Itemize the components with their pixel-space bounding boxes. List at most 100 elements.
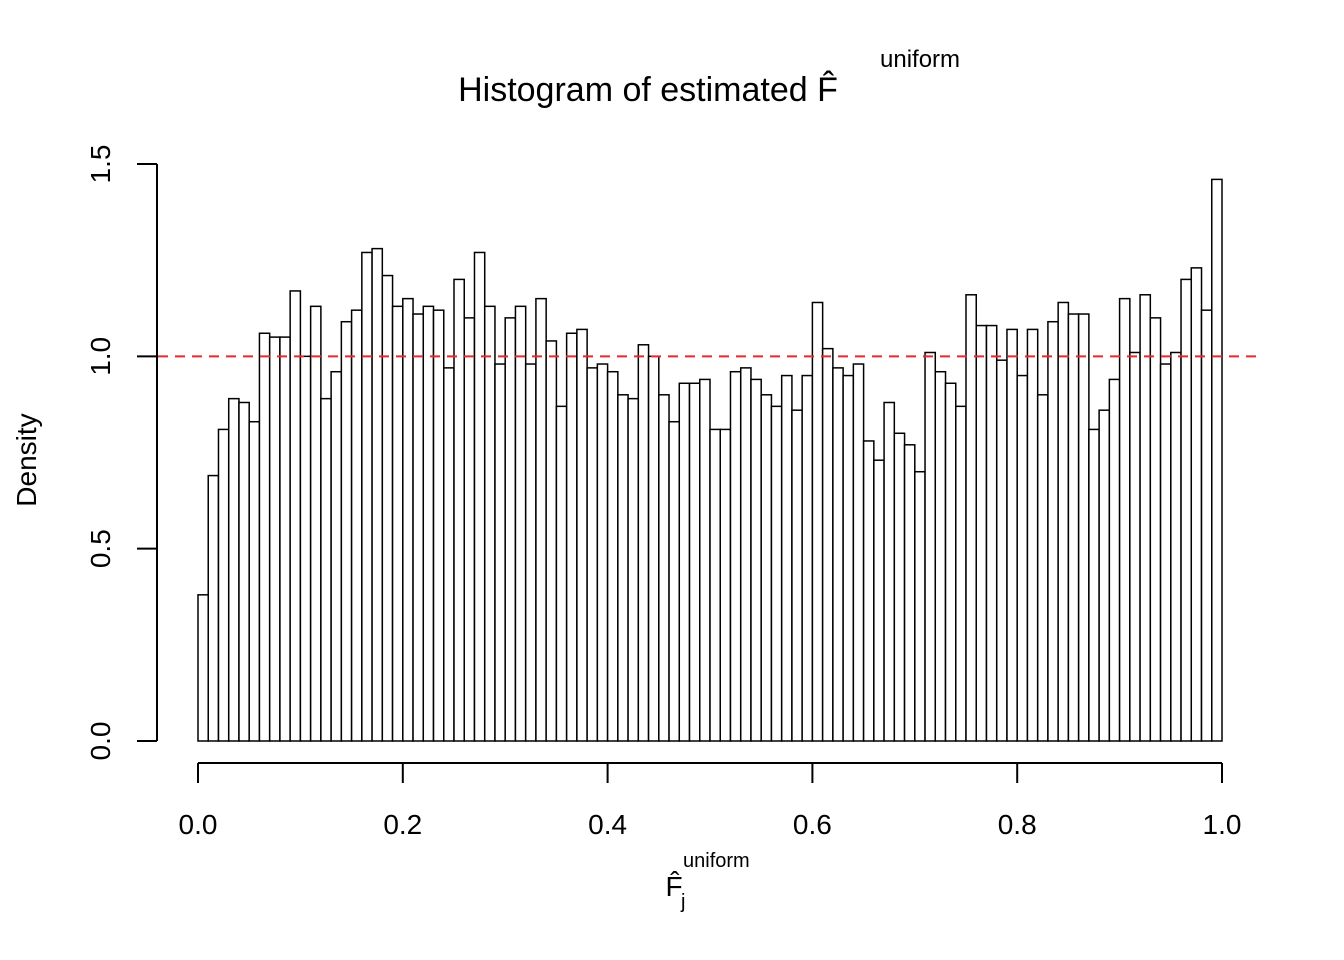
histogram-bar	[1139, 294, 1152, 742]
histogram-bar	[453, 278, 465, 742]
histogram-bar	[473, 251, 486, 742]
histogram-bar	[688, 382, 701, 742]
histogram-bar	[903, 444, 916, 742]
histogram-bar	[914, 470, 926, 742]
x-tick-label: 1.0	[1203, 809, 1242, 840]
histogram-bar	[985, 324, 998, 742]
x-tick-label: 0.8	[998, 809, 1037, 840]
histogram-bar	[279, 336, 291, 742]
histogram-bar	[883, 401, 896, 742]
histogram-bar	[719, 428, 732, 742]
histogram-bar	[524, 363, 537, 742]
x-tick-label: 0.2	[383, 809, 422, 840]
histogram-bar	[1200, 309, 1213, 742]
histogram-bar	[443, 367, 455, 742]
histogram-bar	[555, 405, 568, 742]
histogram-bar	[801, 374, 814, 742]
histogram-bar	[852, 363, 865, 742]
histogram-bar	[832, 367, 844, 742]
histogram-bar	[248, 420, 261, 742]
histogram-bar	[289, 290, 302, 742]
histogram-bar	[1016, 374, 1029, 742]
histogram-bar	[1006, 328, 1018, 742]
histogram-bar	[739, 367, 752, 742]
histogram-bar	[309, 305, 322, 742]
histogram-bar	[627, 397, 640, 742]
histogram-bar	[637, 344, 650, 742]
histogram-bar	[258, 332, 271, 742]
histogram-bar	[617, 394, 629, 742]
histogram-bar	[391, 305, 404, 742]
x-axis-label-superscript: uniform	[683, 850, 750, 872]
histogram-bar	[842, 374, 855, 742]
histogram-bar	[699, 378, 711, 742]
y-tick-label: 1.0	[85, 337, 116, 376]
histogram-bar	[535, 297, 547, 742]
histogram-bar	[729, 370, 742, 742]
y-tick-label: 1.5	[85, 145, 116, 184]
histogram-bar	[350, 309, 363, 742]
histogram-bar	[371, 247, 384, 742]
histogram-bar	[1057, 301, 1070, 742]
histogram-bar	[320, 397, 332, 742]
histogram-bar	[770, 405, 783, 742]
histogram-bar	[1047, 320, 1059, 742]
histogram-bar	[606, 370, 619, 742]
histogram-bar	[1149, 317, 1162, 742]
x-tick-label: 0.4	[588, 809, 627, 840]
histogram-bar	[565, 332, 578, 742]
histogram-bar	[1077, 313, 1090, 742]
histogram-bar	[586, 367, 599, 742]
histogram-bar	[1118, 297, 1131, 742]
histogram-bar	[1211, 178, 1223, 742]
histogram-bar	[709, 428, 721, 742]
x-tick-label: 0.6	[793, 809, 832, 840]
histogram-bar	[1036, 394, 1049, 742]
histogram-bar	[432, 309, 445, 742]
histogram-bar	[750, 378, 762, 742]
histogram-bar	[893, 432, 906, 742]
histogram-bar	[791, 409, 803, 742]
y-tick-label: 0.0	[85, 722, 116, 761]
histogram-bar	[422, 305, 435, 742]
histogram-bar	[965, 294, 977, 742]
histogram-bar	[207, 474, 220, 742]
histogram-bar	[217, 428, 230, 742]
x-tick-label: 0.0	[179, 809, 218, 840]
histogram-bar	[381, 274, 394, 742]
histogram-bar	[1067, 313, 1080, 742]
histogram-bar	[340, 320, 353, 742]
chart-title: Histogram of estimated F̂	[458, 70, 838, 109]
histogram-bar	[678, 382, 691, 742]
histogram-bar	[1180, 278, 1193, 742]
histogram-bar	[1026, 328, 1039, 742]
histogram-bar	[268, 336, 281, 742]
histogram-bar	[975, 324, 988, 742]
histogram-bar	[1159, 363, 1172, 742]
histogram-bar	[576, 328, 588, 742]
histogram-bar	[995, 359, 1008, 742]
histogram-bar	[330, 370, 343, 742]
histogram-bar	[463, 317, 476, 742]
histogram-bar	[227, 397, 240, 742]
histogram-bar	[944, 382, 957, 742]
histogram-bar	[402, 297, 414, 742]
x-axis-label-subscript: j	[680, 891, 685, 913]
histogram-bar	[412, 313, 425, 742]
histogram-bar	[483, 305, 496, 742]
x-axis-label: F̂	[665, 871, 682, 902]
y-axis-label: Density	[11, 413, 42, 506]
histogram-bar	[862, 440, 875, 742]
histogram-bar	[197, 594, 209, 742]
histogram-bar	[1108, 378, 1121, 742]
histogram-bar	[514, 305, 527, 742]
histogram-bar	[504, 317, 517, 742]
histogram-bar	[1088, 428, 1100, 742]
histogram-bar	[1170, 351, 1182, 742]
histogram-bar	[873, 459, 885, 742]
histogram-bar	[924, 351, 937, 742]
histogram-bar	[361, 251, 373, 742]
histogram-bar	[934, 370, 947, 742]
histogram-bar	[811, 301, 824, 742]
